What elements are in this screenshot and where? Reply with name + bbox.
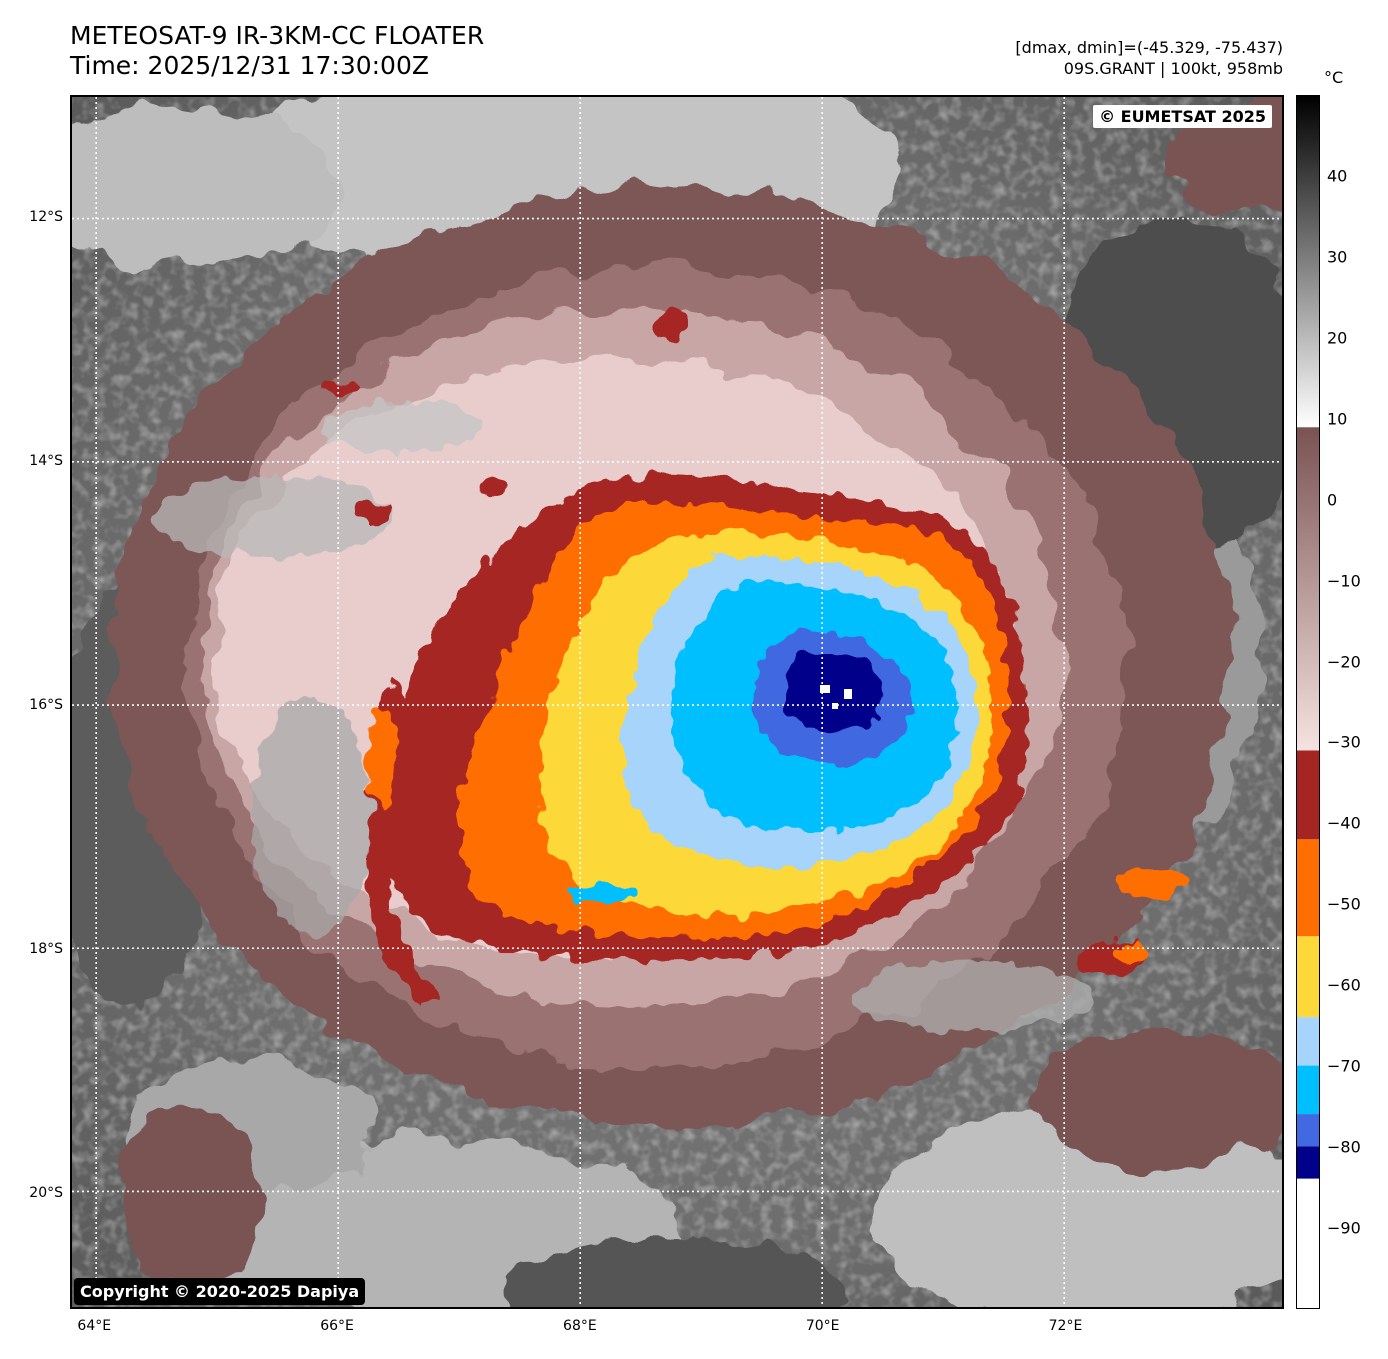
coldest-pixels	[820, 685, 852, 709]
eumetsat-credit: © EUMETSAT 2025	[1093, 105, 1272, 128]
lat-label: 20°S	[29, 1185, 63, 1202]
colorbar-unit: °C	[1324, 68, 1344, 87]
colorbar-tick-label: 20	[1327, 328, 1348, 348]
colorbar-band	[1297, 427, 1319, 751]
colorbar-tick-label: 10	[1327, 409, 1348, 429]
image-timestamp: Time: 2025/12/31 17:30:00Z	[70, 51, 429, 80]
storm-info-text: 09S.GRANT | 100kt, 958mb	[1063, 59, 1283, 78]
satellite-ir-imagery	[72, 97, 1282, 1307]
satellite-map: © EUMETSAT 2025 Copyright © 2020-2025 Da…	[70, 95, 1284, 1309]
colorbar-band	[1297, 839, 1319, 937]
lat-lon-grid	[72, 97, 1282, 1307]
lat-label: 14°S	[29, 453, 63, 470]
colorbar-tick-label: −80	[1327, 1137, 1361, 1157]
colorbar-band	[1297, 1146, 1319, 1179]
lat-label: 16°S	[29, 697, 63, 714]
colorbar-tick-label: −40	[1327, 813, 1361, 833]
colorbar-band	[1297, 1065, 1319, 1115]
colorbar-band	[1297, 936, 1319, 1018]
colorbar-band	[1297, 1114, 1319, 1147]
colorbar-band	[1297, 96, 1319, 428]
colorbar-band	[1297, 1178, 1319, 1308]
colorbar-band	[1297, 1017, 1319, 1066]
shield-gray-streaks	[152, 402, 1092, 1032]
colorbar-tick-label: −90	[1327, 1218, 1361, 1238]
colorbar-gradient	[1297, 96, 1319, 1308]
image-title: METEOSAT-9 IR-3KM-CC FLOATER	[70, 21, 485, 50]
colorbar-tick-label: 30	[1327, 247, 1348, 267]
lon-label: 64°E	[77, 1318, 112, 1334]
colorbar-tick-label: 0	[1327, 490, 1338, 510]
colorbar-tick-label: −20	[1327, 652, 1361, 672]
outer-rainbands	[322, 309, 1190, 1007]
colorbar-band	[1297, 750, 1319, 840]
colorbar-tick-label: −60	[1327, 975, 1361, 995]
dapiya-copyright: Copyright © 2020-2025 Dapiya	[74, 1278, 366, 1305]
lon-label: 72°E	[1048, 1318, 1083, 1334]
temperature-range-text: [dmax, dmin]=(-45.329, -75.437)	[1015, 38, 1283, 57]
lon-label: 68°E	[563, 1318, 597, 1334]
colorbar-tick-label: −10	[1327, 571, 1361, 591]
temperature-colorbar	[1296, 95, 1320, 1309]
lon-label: 66°E	[320, 1318, 354, 1334]
lat-label: 18°S	[29, 941, 63, 958]
colorbar-tick-label: −50	[1327, 894, 1361, 914]
colorbar-tick-label: −70	[1327, 1056, 1361, 1076]
lat-label: 12°S	[29, 209, 63, 225]
colorbar-tick-label: −30	[1327, 732, 1361, 752]
central-dense-overcast	[379, 474, 1028, 961]
lon-label: 70°E	[805, 1318, 840, 1334]
colorbar-tick-label: 40	[1327, 166, 1348, 186]
